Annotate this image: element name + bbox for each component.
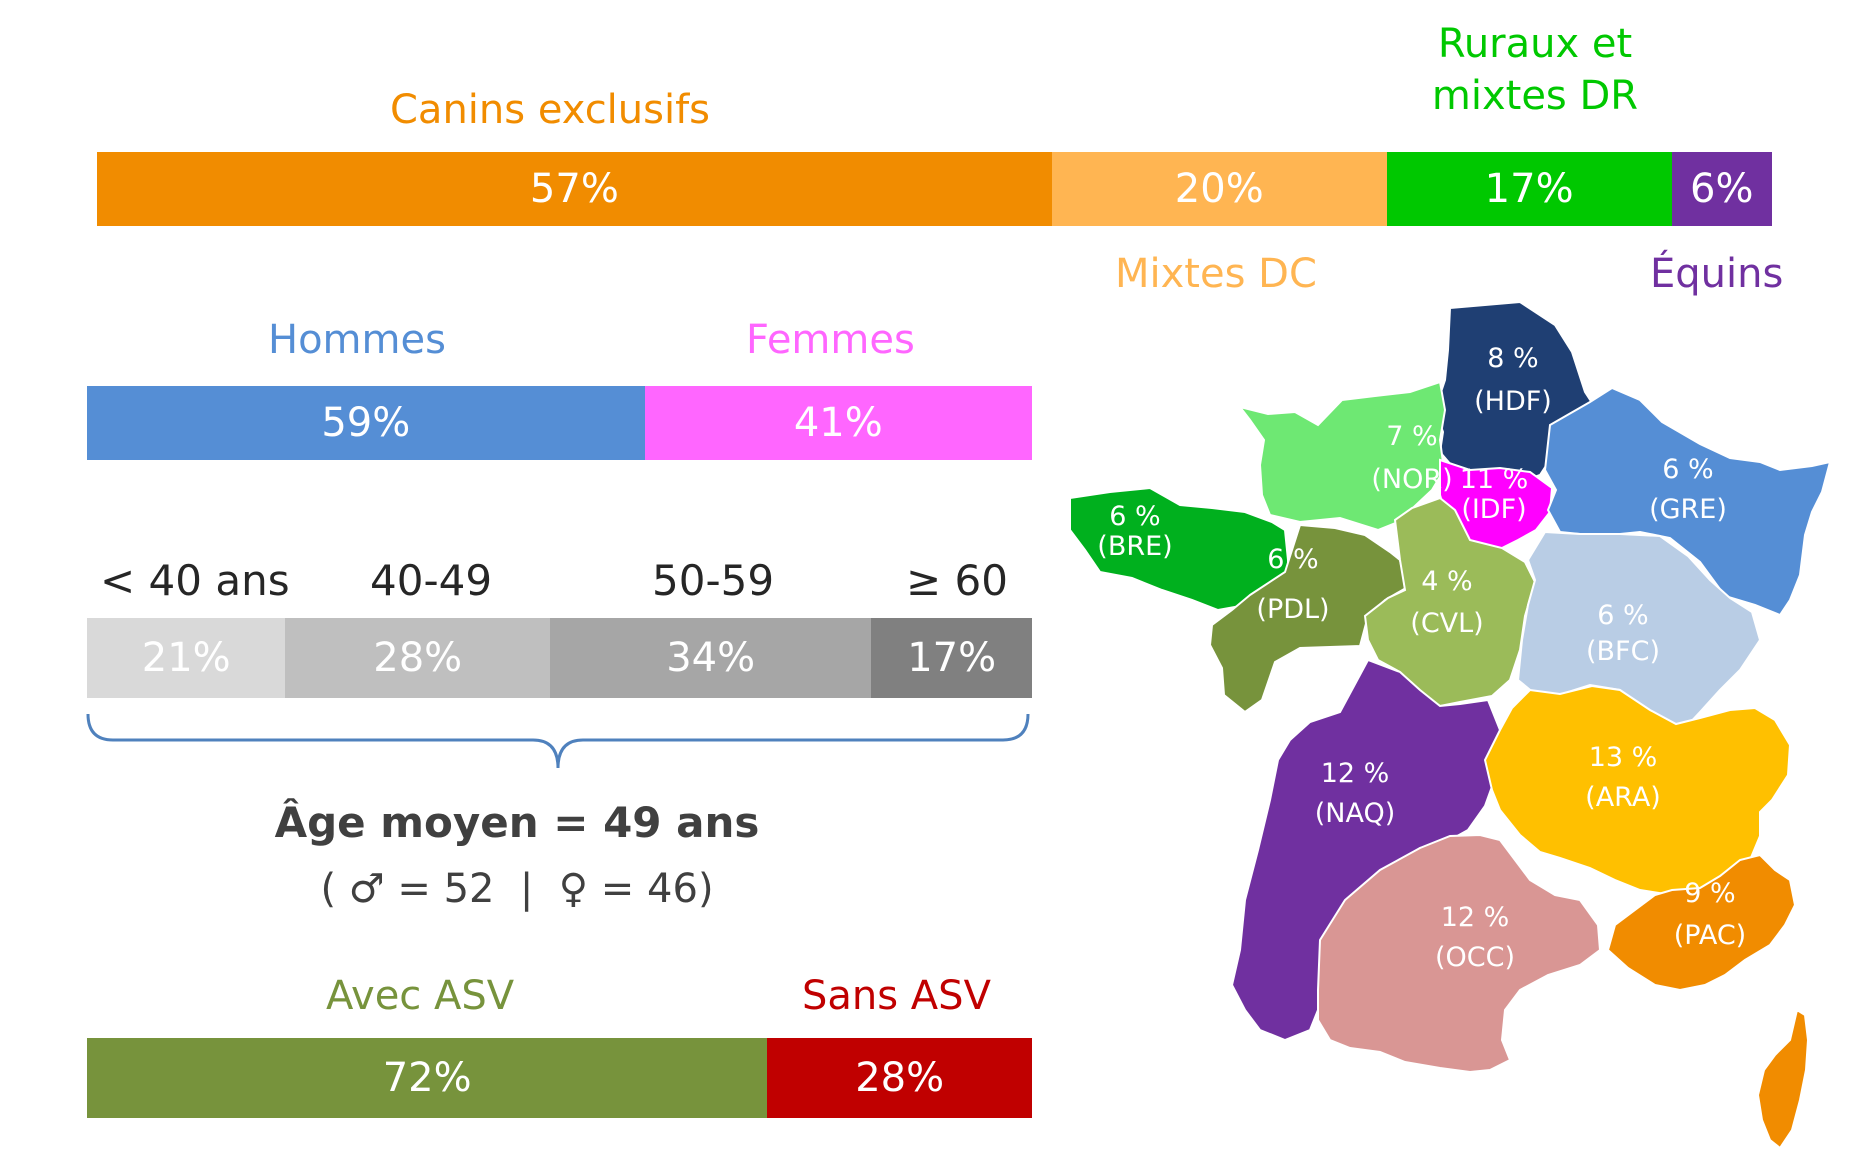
activity-segment-2: 17%: [1386, 152, 1672, 226]
activity-segment-0: 57%: [97, 152, 1052, 226]
region-name-ara: (ARA): [1585, 782, 1661, 813]
region-name-bfc: (BFC): [1586, 636, 1660, 667]
region-name-hdf: (HDF): [1474, 386, 1552, 417]
label-avec-asv: Avec ASV: [326, 973, 515, 1019]
region-shape-occ: [1317, 833, 1602, 1074]
asv-stacked-bar: 72% 28%: [87, 1038, 1032, 1118]
region-pct-gre: 6 %: [1662, 454, 1713, 485]
label-age-50-59: 50-59: [652, 556, 775, 605]
activity-segment-1: 20%: [1051, 152, 1387, 226]
age-segment-2: 34%: [550, 618, 872, 698]
region-pct-naq: 12 %: [1321, 758, 1390, 789]
region-shape-pdl: [1208, 523, 1408, 714]
label-canins-exclusifs: Canins exclusifs: [390, 87, 711, 133]
age-segment-1: 28%: [285, 618, 551, 698]
region-name-cvl: (CVL): [1410, 608, 1483, 639]
label-hommes: Hommes: [268, 317, 446, 363]
age-brace: [86, 713, 1030, 769]
activity-segment-3: 6%: [1671, 152, 1772, 226]
region-name-gre: (GRE): [1649, 494, 1727, 525]
region-pct-pdl: 6 %: [1267, 544, 1318, 575]
region-pct-bfc: 6 %: [1597, 600, 1648, 631]
region-shape-cvl: [1363, 496, 1537, 708]
region-name-naq: (NAQ): [1315, 798, 1396, 829]
region-pct-idf: 11 %: [1460, 464, 1529, 495]
mean-age-detail: ( ♂ = 52 | ♀ = 46): [320, 866, 714, 912]
region-name-pac: (PAC): [1674, 920, 1746, 951]
label-ruraux-mixtes-dr: Ruraux et mixtes DR: [1431, 21, 1639, 119]
label-age-40-49: 40-49: [370, 556, 493, 605]
mean-age-text: Âge moyen = 49 ans: [274, 798, 760, 847]
label-age-under-40: < 40 ans: [100, 556, 290, 605]
region-name-pdl: (PDL): [1256, 594, 1329, 625]
region-name-nor: (NOR): [1371, 464, 1452, 495]
age-segment-0: 21%: [87, 618, 286, 698]
label-mixtes-dc: Mixtes DC: [1115, 251, 1317, 297]
gender-segment-0: 59%: [87, 386, 645, 460]
region-shape-cor: [1756, 1008, 1810, 1150]
region-pct-ara: 13 %: [1589, 742, 1658, 773]
region-name-bre: (BRE): [1097, 531, 1172, 562]
asv-segment-0: 72%: [87, 1038, 768, 1118]
region-pct-pac: 9 %: [1684, 878, 1735, 909]
region-shape-nor: [1237, 380, 1447, 532]
region-pct-bre: 6 %: [1109, 501, 1160, 532]
age-stacked-bar: 21% 28% 34% 17%: [87, 618, 1032, 698]
age-segment-3: 17%: [871, 618, 1032, 698]
asv-segment-1: 28%: [767, 1038, 1032, 1118]
region-pct-hdf: 8 %: [1487, 343, 1538, 374]
region-name-idf: (IDF): [1461, 494, 1526, 525]
label-sans-asv: Sans ASV: [802, 973, 991, 1019]
gender-segment-1: 41%: [644, 386, 1032, 460]
activity-stacked-bar: 57% 20% 17% 6%: [97, 152, 1772, 226]
region-name-occ: (OCC): [1435, 942, 1515, 973]
region-pct-cvl: 4 %: [1421, 566, 1472, 597]
region-pct-nor: 7 %: [1386, 421, 1437, 452]
label-equins: Équins: [1650, 251, 1784, 297]
label-age-60-plus: ≥ 60: [906, 556, 1008, 605]
gender-stacked-bar: 59% 41%: [87, 386, 1032, 460]
label-femmes: Femmes: [746, 317, 915, 363]
region-shape-pac: [1606, 853, 1797, 992]
region-pct-occ: 12 %: [1441, 902, 1510, 933]
